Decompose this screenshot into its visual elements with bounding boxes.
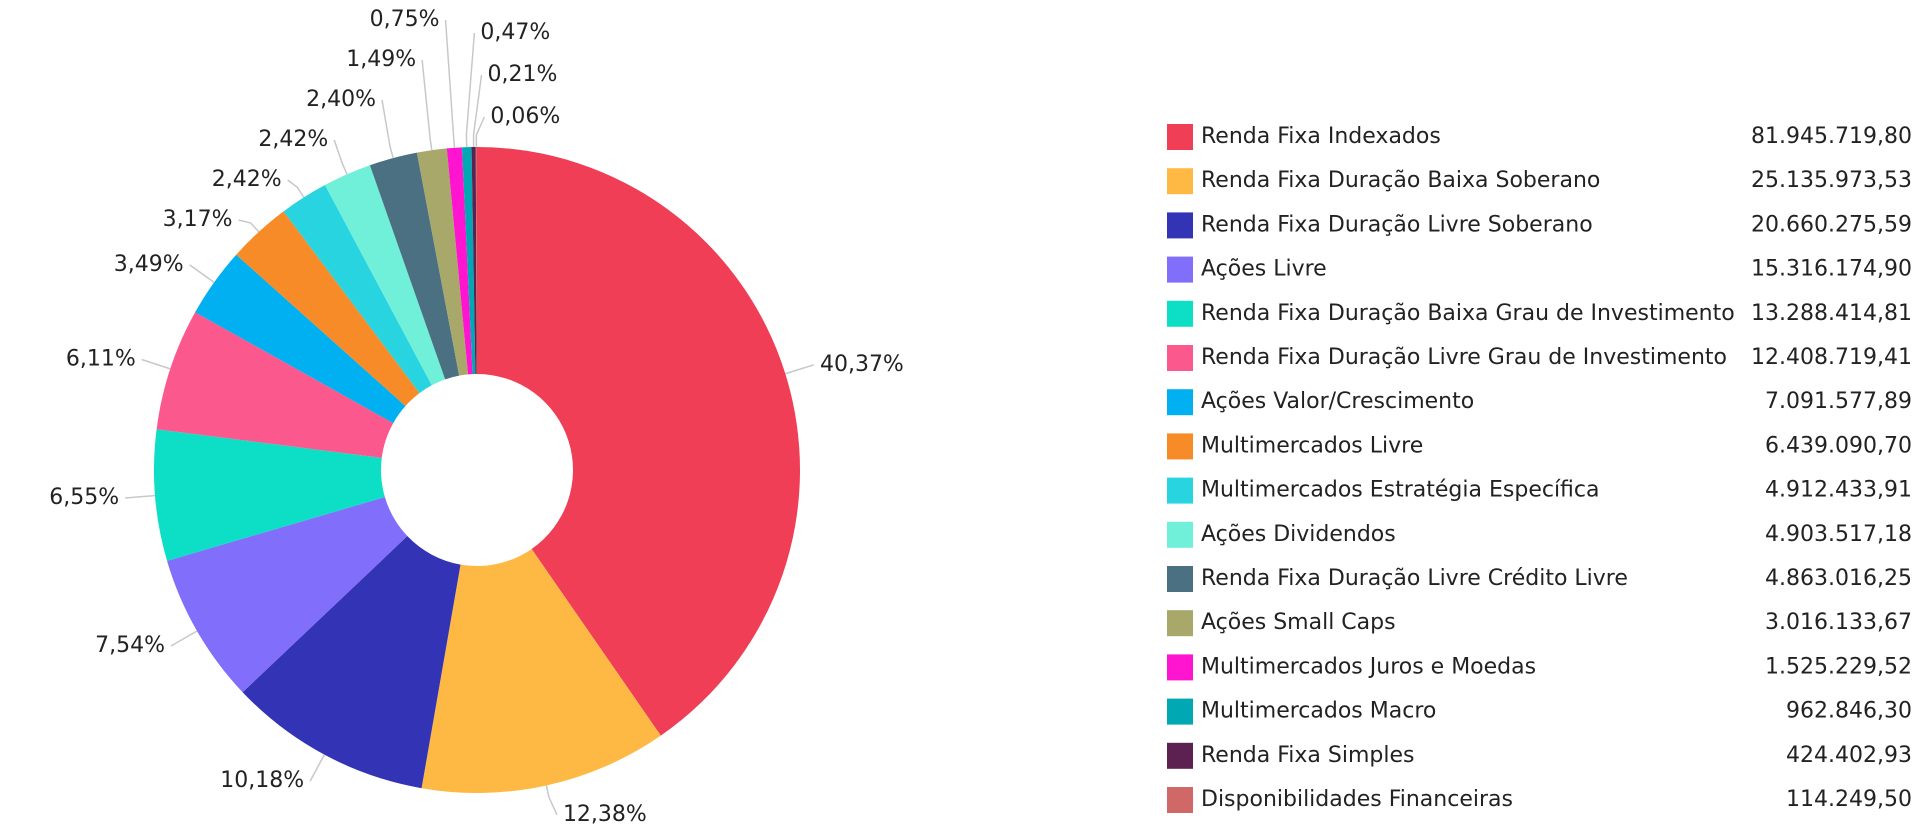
legend-amount: 962.846,30 [1786, 699, 1912, 724]
pie-slice [475, 147, 477, 375]
leader-line [309, 754, 326, 782]
legend-label: Disponibilidades Financeiras [1201, 787, 1513, 812]
legend-label: Multimercados Juros e Moedas [1201, 654, 1536, 679]
legend-swatch [1167, 168, 1193, 195]
legend-swatch [1167, 654, 1193, 681]
slice-label: 0,75% [370, 7, 440, 32]
leader-line [333, 139, 348, 175]
pie-slice [283, 185, 432, 394]
slice-label: 6,11% [66, 347, 136, 372]
leader-line [238, 219, 260, 233]
legend-amount: 4.863.016,25 [1765, 566, 1912, 591]
legend-amount: 12.408.719,41 [1751, 345, 1912, 370]
slice-label: 0,06% [490, 104, 560, 129]
legend-amount: 114.249,50 [1786, 787, 1912, 812]
legend-swatch [1167, 256, 1193, 283]
legend-amount: 7.091.577,89 [1765, 389, 1912, 414]
legend-label: Ações Valor/Crescimento [1201, 389, 1474, 414]
legend-amount: 424.402,93 [1786, 743, 1912, 768]
legend-swatch [1167, 698, 1193, 725]
legend-amount: 15.316.174,90 [1751, 257, 1912, 282]
slice-label: 2,42% [212, 167, 282, 192]
pie-slice [195, 254, 406, 424]
pie-slice [242, 536, 461, 789]
legend-swatch [1167, 521, 1193, 548]
slice-label: 0,47% [480, 20, 550, 45]
legend-label: Ações Livre [1201, 257, 1327, 282]
legend-label: Ações Small Caps [1201, 610, 1396, 635]
leader-line [170, 630, 198, 647]
slice-label: 1,49% [346, 47, 416, 72]
slice-label: 2,42% [258, 127, 328, 152]
leader-line [421, 59, 433, 151]
pie-slice [156, 312, 394, 458]
legend-amount: 6.439.090,70 [1765, 433, 1912, 458]
legend-amount: 20.660.275,59 [1751, 212, 1912, 237]
pie-slice [471, 147, 477, 375]
legend-label: Ações Dividendos [1201, 522, 1396, 547]
legend-amount: 25.135.973,53 [1751, 168, 1912, 193]
legend-amount: 1.525.229,52 [1765, 654, 1912, 679]
slice-label: 12,38% [563, 802, 647, 827]
pie-slice [477, 147, 801, 736]
pie-slice [324, 165, 446, 386]
pie-slice [416, 148, 469, 376]
legend-label: Renda Fixa Duração Baixa Grau de Investi… [1201, 301, 1735, 326]
legend-swatch [1167, 433, 1193, 460]
legend-amount: 3.016.133,67 [1765, 610, 1912, 635]
legend-label: Renda Fixa Duração Livre Crédito Livre [1201, 566, 1628, 591]
leader-line [472, 74, 483, 148]
pie-slice [153, 429, 385, 561]
legend-swatch [1167, 477, 1193, 504]
legend-amount: 4.903.517,18 [1765, 522, 1912, 547]
pie-slice [369, 152, 460, 380]
leader-line [785, 364, 815, 375]
leader-line [141, 358, 171, 370]
slice-label: 2,40% [306, 87, 376, 112]
legend-label: Renda Fixa Duração Livre Grau de Investi… [1201, 345, 1727, 370]
legend-swatch [1167, 124, 1193, 150]
leader-line [381, 99, 394, 159]
pie-slice [421, 548, 661, 793]
leader-line [189, 264, 215, 283]
legend-label: Renda Fixa Duração Livre Soberano [1201, 212, 1593, 237]
slice-label: 6,55% [49, 485, 119, 510]
slice-label: 3,49% [114, 252, 184, 277]
legend-label: Renda Fixa Simples [1201, 743, 1414, 768]
leader-line [545, 785, 558, 816]
pie-slice [461, 147, 476, 375]
legend-swatch [1167, 300, 1193, 327]
leader-line [444, 19, 456, 148]
legend-swatch [1167, 566, 1193, 592]
slice-label: 0,21% [488, 62, 558, 87]
slice-label: 3,17% [163, 207, 233, 232]
legend-swatch [1167, 389, 1193, 416]
pie-slice [167, 496, 408, 693]
legend-amount: 4.912.433,91 [1765, 478, 1912, 503]
slice-label: 40,37% [820, 352, 904, 377]
leader-line [475, 116, 486, 148]
legend-label: Multimercados Estratégia Específica [1201, 478, 1600, 503]
legend-swatch [1167, 787, 1193, 813]
legend-swatch [1167, 610, 1193, 637]
legend-label: Multimercados Macro [1201, 699, 1436, 724]
leader-line [125, 494, 156, 499]
slice-label: 7,54% [95, 633, 165, 658]
pie-slice [446, 147, 473, 375]
slice-label: 10,18% [220, 768, 304, 793]
legend-swatch [1167, 742, 1193, 769]
leader-line [287, 179, 305, 198]
legend-amount: 13.288.414,81 [1751, 301, 1912, 326]
legend-amount: 81.945.719,80 [1751, 124, 1912, 149]
legend-label: Multimercados Livre [1201, 433, 1423, 458]
leader-line [465, 32, 476, 148]
legend-swatch [1167, 345, 1193, 371]
pie-slice [236, 211, 420, 407]
legend-label: Renda Fixa Duração Baixa Soberano [1201, 168, 1600, 193]
legend-swatch [1167, 212, 1193, 239]
legend-label: Renda Fixa Indexados [1201, 124, 1441, 149]
